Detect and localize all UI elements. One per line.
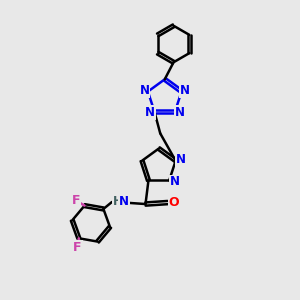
Text: N: N [145,106,155,119]
Text: N: N [169,176,179,188]
Text: F: F [71,194,80,207]
Text: N: N [119,196,129,208]
Text: O: O [169,196,179,209]
Text: H: H [113,196,123,208]
Text: N: N [140,84,149,97]
Text: F: F [73,241,82,254]
Text: N: N [175,106,184,119]
Text: N: N [176,153,186,166]
Text: N: N [180,84,190,97]
